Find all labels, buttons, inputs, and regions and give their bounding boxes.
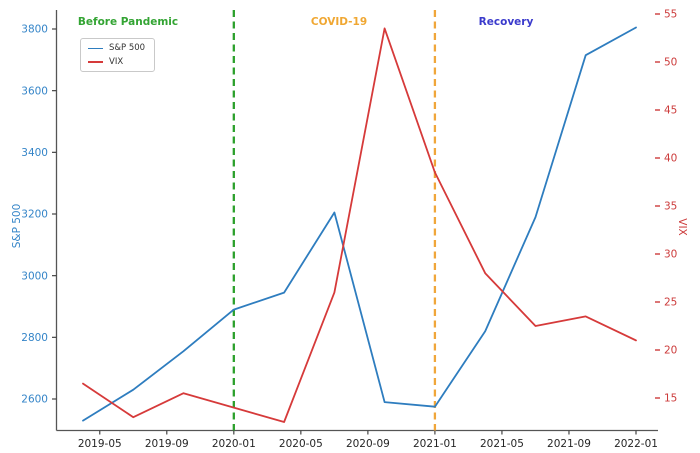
left-tick-label: 2800: [21, 332, 48, 344]
right-tick-label: 15: [664, 393, 677, 405]
right-tick-label: 40: [664, 153, 677, 165]
vix-line-swatch: [88, 61, 103, 63]
x-tick-label: 2021-01: [413, 438, 457, 450]
right-tick-label: 30: [664, 249, 677, 261]
right-axis-label: VIX: [676, 218, 688, 236]
legend-item-sp500: S&P 500: [88, 43, 145, 53]
right-tick-label: 35: [664, 201, 677, 213]
x-tick-label: 2020-09: [346, 438, 390, 450]
x-tick-label: 2019-05: [78, 438, 122, 450]
right-tick-label: 50: [664, 57, 677, 69]
left-tick-label: 2600: [21, 394, 48, 406]
left-tick-label: 3600: [21, 85, 48, 97]
x-tick-label: 2020-01: [212, 438, 256, 450]
legend-label-vix: VIX: [109, 57, 124, 67]
x-tick-label: 2021-05: [480, 438, 524, 450]
x-tick-label: 2022-01: [614, 438, 658, 450]
left-axis-label: S&P 500: [11, 203, 23, 249]
right-tick-label: 20: [664, 345, 677, 357]
left-tick-label: 3000: [21, 270, 48, 282]
legend: S&P 500 VIX: [80, 38, 156, 72]
x-tick-label: 2019-09: [145, 438, 189, 450]
sp500-line-swatch: [88, 47, 103, 49]
right-tick-label: 55: [664, 9, 677, 21]
sp500-line: [82, 26, 637, 422]
left-tick-label: 3400: [21, 147, 48, 159]
annotation-recovery: Recovery: [478, 16, 534, 28]
left-tick-label: 3200: [21, 209, 48, 221]
right-tick-label: 25: [664, 297, 677, 309]
left-tick-label: 3800: [21, 24, 48, 36]
legend-label-sp500: S&P 500: [109, 43, 146, 53]
legend-item-vix: VIX: [88, 57, 145, 67]
x-tick-label: 2021-09: [547, 438, 591, 450]
annotation-covid-19: COVID-19: [310, 16, 368, 28]
annotation-before-pandemic: Before Pandemic: [77, 16, 179, 28]
x-tick-label: 2020-05: [279, 438, 323, 450]
vix-line: [82, 27, 637, 423]
right-tick-label: 45: [664, 105, 677, 117]
